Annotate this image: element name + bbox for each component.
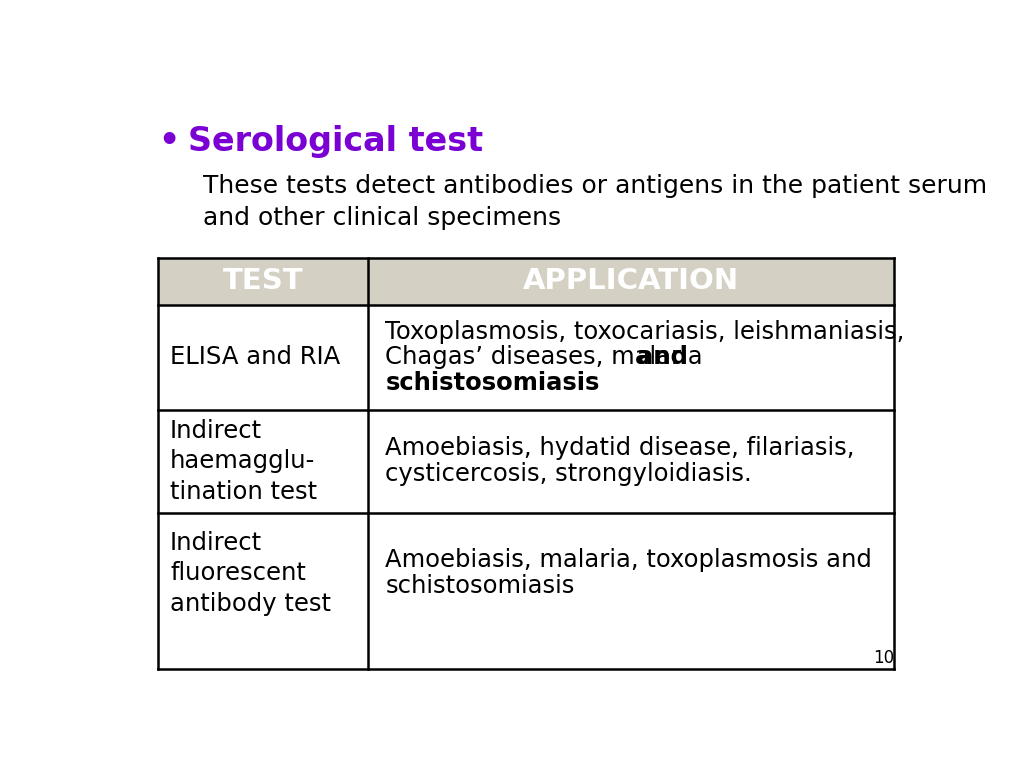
Text: Toxoplasmosis, toxocariasis, leishmaniasis,: Toxoplasmosis, toxocariasis, leishmanias… — [385, 319, 904, 343]
Text: TEST: TEST — [222, 267, 303, 296]
Text: schistosomiasis: schistosomiasis — [385, 574, 574, 598]
Bar — [158, 410, 368, 512]
Bar — [158, 258, 368, 305]
Bar — [368, 410, 894, 512]
Bar — [368, 258, 894, 305]
Text: 10: 10 — [872, 649, 894, 667]
Text: schistosomiasis: schistosomiasis — [385, 371, 600, 396]
Text: Chagas’ diseases, malaria: Chagas’ diseases, malaria — [385, 346, 711, 369]
Text: Amoebiasis, malaria, toxoplasmosis and: Amoebiasis, malaria, toxoplasmosis and — [385, 548, 872, 572]
Text: and other clinical specimens: and other clinical specimens — [204, 206, 561, 230]
Text: cysticercosis, strongyloidiasis.: cysticercosis, strongyloidiasis. — [385, 462, 752, 486]
Bar — [368, 305, 894, 410]
Bar — [158, 305, 368, 410]
Bar — [368, 512, 894, 634]
Text: Indirect
fluorescent
antibody test: Indirect fluorescent antibody test — [170, 531, 331, 616]
Text: These tests detect antibodies or antigens in the patient serum: These tests detect antibodies or antigen… — [204, 174, 987, 198]
Text: ELISA and RIA: ELISA and RIA — [170, 346, 340, 369]
Text: •: • — [158, 124, 179, 157]
Text: Indirect
haemagglu-
tination test: Indirect haemagglu- tination test — [170, 419, 317, 504]
Text: APPLICATION: APPLICATION — [523, 267, 739, 296]
Text: Amoebiasis, hydatid disease, filariasis,: Amoebiasis, hydatid disease, filariasis, — [385, 436, 855, 460]
Bar — [158, 512, 368, 634]
Text: Serological test: Serological test — [187, 124, 482, 157]
Text: and: and — [638, 346, 688, 369]
